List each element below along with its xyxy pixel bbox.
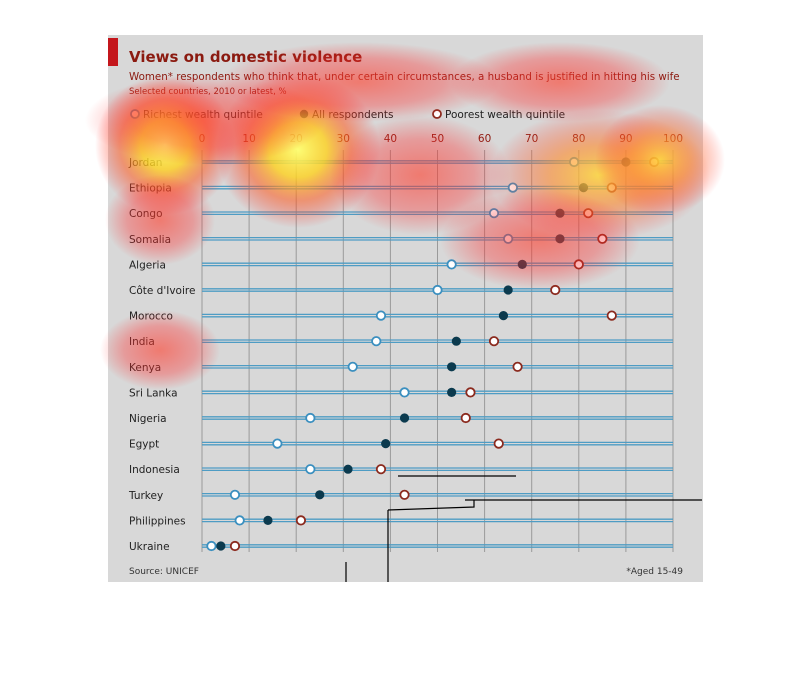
x-tick-label: 20: [290, 133, 303, 145]
point-poorest: [512, 361, 523, 372]
country-label: Sri Lanka: [129, 387, 178, 399]
point-all: [517, 259, 527, 269]
country-label: Nigeria: [129, 413, 167, 425]
country-label: Algeria: [129, 259, 166, 271]
point-poorest: [375, 464, 387, 475]
country-label: Jordan: [128, 157, 162, 169]
footnote-label: *Aged 15-49: [626, 567, 683, 577]
point-all: [451, 336, 461, 346]
point-poorest: [583, 208, 594, 219]
x-tick-label: 40: [384, 133, 397, 145]
table-row: Sri Lanka: [129, 387, 673, 399]
country-label: Ethiopia: [129, 183, 172, 195]
point-all: [555, 234, 565, 244]
point-poorest: [295, 515, 307, 526]
point-all: [578, 183, 589, 193]
point-poorest: [229, 540, 241, 552]
point-poorest: [460, 412, 471, 424]
overlay-strokes: [345, 475, 702, 582]
country-label: Turkey: [128, 490, 163, 502]
point-richest: [399, 387, 410, 398]
country-label: Congo: [129, 208, 163, 220]
point-all: [399, 413, 410, 423]
chart-subtitle: Women* respondents who think that, under…: [129, 71, 680, 83]
point-poorest: [493, 438, 504, 449]
point-poorest: [573, 259, 584, 270]
point-all: [381, 439, 391, 449]
point-poorest: [488, 336, 500, 347]
point-poorest: [606, 182, 617, 193]
x-tick-label: 10: [242, 133, 255, 145]
legend-label: Poorest wealth quintile: [445, 109, 565, 121]
point-richest: [375, 310, 387, 321]
point-richest: [503, 233, 514, 244]
country-label: Côte d'Ivoire: [129, 285, 195, 297]
legend-label: All respondents: [312, 109, 393, 121]
country-label: Somalia: [129, 234, 171, 246]
point-poorest: [597, 233, 608, 244]
point-all: [343, 464, 353, 474]
point-all: [555, 208, 565, 218]
chart-note: Selected countries, 2010 or latest, %: [129, 87, 287, 97]
point-richest: [234, 515, 245, 526]
point-richest: [272, 438, 283, 449]
point-richest: [229, 489, 241, 500]
country-label: India: [129, 336, 155, 348]
table-row: Turkey: [128, 489, 673, 502]
point-poorest: [399, 489, 410, 500]
country-label: Kenya: [129, 362, 161, 374]
point-richest: [568, 156, 580, 168]
point-all: [263, 515, 273, 526]
point-poorest: [550, 284, 561, 296]
table-row: Indonesia: [129, 464, 673, 476]
point-all: [621, 157, 631, 167]
point-richest: [488, 208, 500, 219]
point-richest: [371, 336, 382, 347]
legend-marker: [299, 109, 309, 119]
table-row: Philippines: [129, 515, 673, 527]
point-richest: [446, 259, 457, 270]
x-tick-label: 50: [431, 133, 444, 145]
point-all: [216, 541, 226, 551]
point-richest: [432, 284, 443, 296]
country-label: Philippines: [129, 515, 186, 527]
x-tick-label: 60: [478, 133, 491, 145]
point-all: [447, 387, 457, 397]
table-row: Egypt: [129, 438, 673, 451]
country-label: Morocco: [129, 311, 173, 323]
country-label: Ukraine: [129, 541, 170, 553]
point-all: [315, 490, 325, 500]
accent-bar: [108, 38, 118, 66]
point-poorest: [649, 156, 660, 168]
legend-label: Richest wealth quintile: [143, 109, 263, 121]
x-tick-label: 0: [199, 133, 206, 145]
x-tick-label: 70: [525, 133, 538, 145]
point-all: [498, 311, 509, 321]
point-all: [503, 285, 513, 295]
legend-marker: [130, 109, 140, 119]
table-row: Ukraine: [129, 540, 673, 553]
table-row: Nigeria: [129, 412, 673, 425]
point-richest: [206, 540, 217, 552]
legend-marker: [432, 109, 442, 119]
source-label: Source: UNICEF: [129, 567, 199, 577]
chart-title: Views on domestic violence: [129, 48, 362, 66]
point-richest: [305, 412, 316, 424]
point-all: [447, 362, 457, 372]
point-poorest: [606, 310, 617, 321]
x-tick-label: 30: [337, 133, 350, 145]
x-tick-label: 90: [619, 133, 632, 145]
point-richest: [305, 464, 316, 475]
x-tick-label: 100: [663, 133, 683, 145]
point-poorest: [465, 387, 476, 398]
country-label: Egypt: [129, 439, 159, 451]
country-label: Indonesia: [129, 464, 180, 476]
point-richest: [347, 361, 358, 372]
point-richest: [507, 182, 518, 193]
x-tick-label: 80: [572, 133, 585, 145]
legend: Richest wealth quintile All respondents Po…: [130, 109, 565, 121]
